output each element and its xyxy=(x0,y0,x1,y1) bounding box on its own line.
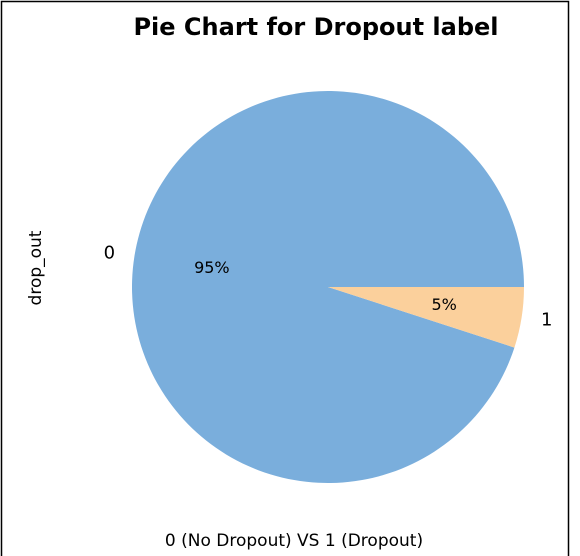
y-axis-label: drop_out xyxy=(26,230,46,305)
x-axis-label: 0 (No Dropout) VS 1 (Dropout) xyxy=(165,531,423,551)
slice-label: 0 xyxy=(104,242,115,263)
pie-slice xyxy=(328,287,524,348)
pie-slice xyxy=(132,91,525,484)
chart-title: Pie Chart for Dropout label xyxy=(133,13,498,41)
percent-label: 95% xyxy=(194,258,230,277)
percent-label: 5% xyxy=(431,295,456,314)
slice-label: 1 xyxy=(541,310,552,331)
